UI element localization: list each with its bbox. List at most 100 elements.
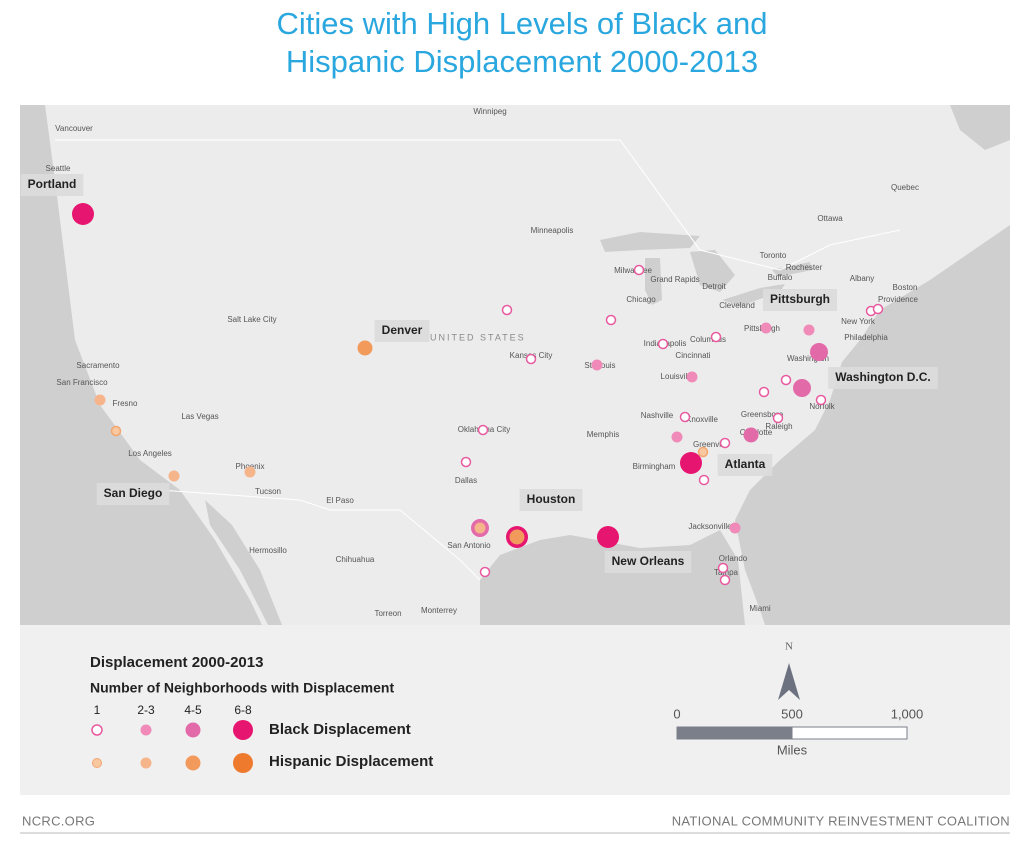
place-label: Las Vegas	[181, 412, 218, 421]
city-marker	[698, 474, 710, 486]
city-marker	[591, 359, 603, 371]
city-label: Houston	[527, 492, 576, 506]
legend-class: 1	[94, 703, 101, 717]
city-marker	[605, 314, 617, 326]
place-label: Raleigh	[765, 422, 792, 431]
label-box	[96, 483, 170, 505]
city-marker	[697, 446, 709, 458]
map: UNITED STATES Winnipeg Vancouver Seattle Ot…	[20, 105, 1010, 625]
place-label: Orlando	[719, 554, 748, 563]
place-label: Rochester	[786, 263, 823, 272]
label-box	[20, 174, 84, 196]
city-marker	[460, 456, 472, 468]
legend-swatch	[233, 753, 253, 773]
place-label: Norfolk	[809, 402, 835, 411]
city-marker	[758, 386, 770, 398]
label-box	[828, 367, 938, 389]
legend-title: Displacement 2000-2013	[90, 654, 263, 671]
city-marker	[772, 412, 784, 424]
city-marker	[780, 374, 792, 386]
city-marker	[710, 331, 722, 343]
city-marker	[633, 264, 645, 276]
legend-swatch	[140, 757, 152, 769]
place-label: Philadelphia	[844, 333, 888, 342]
place-label: Sacramento	[76, 361, 120, 370]
place-label: Jacksonville	[688, 522, 732, 531]
place-label: Hermosillo	[249, 546, 287, 555]
city-marker	[872, 303, 884, 315]
scale-tick: 500	[781, 706, 803, 721]
label-box	[374, 320, 430, 342]
scale-bar	[791, 726, 908, 740]
place-label: Cleveland	[719, 301, 755, 310]
label-box	[604, 551, 692, 573]
legend-swatch	[185, 722, 201, 738]
place-label: Dallas	[455, 476, 477, 485]
title-line: Hispanic Displacement 2000-2013	[286, 44, 758, 79]
place-label: Torreon	[374, 609, 401, 618]
place-label: Cincinnati	[675, 351, 710, 360]
legend-class: 6-8	[234, 703, 252, 717]
city-label: Denver	[382, 323, 423, 337]
city-label: Portland	[28, 177, 77, 191]
label-box	[717, 454, 773, 476]
place-label: San Antonio	[447, 541, 491, 550]
place-label: Nashville	[641, 411, 674, 420]
borders	[55, 139, 901, 581]
north-arrow	[778, 663, 800, 700]
label-box	[519, 489, 583, 511]
city-marker	[525, 353, 537, 365]
title-line: Cities with High Levels of Black and	[276, 6, 767, 41]
city-label: New Orleans	[612, 554, 685, 568]
legend-swatch	[140, 724, 152, 736]
city-marker	[479, 566, 491, 578]
city-marker	[760, 322, 772, 334]
place-label: Fresno	[113, 399, 138, 408]
scale-tick: 0	[673, 706, 680, 721]
legend-swatch	[233, 720, 253, 740]
city-marker	[509, 529, 525, 545]
place-label: Chicago	[626, 295, 656, 304]
legend-panel	[20, 625, 1010, 795]
place-label: Albany	[850, 274, 874, 283]
place-label: Grand Rapids	[650, 275, 699, 284]
legend-class: 4-5	[184, 703, 202, 717]
city-label: San Diego	[104, 486, 163, 500]
place-label: Boston	[893, 283, 918, 292]
place-label: Columbus	[690, 335, 726, 344]
city-label: Washington D.C.	[835, 370, 931, 384]
city-marker	[501, 304, 513, 316]
city-label: Atlanta	[725, 457, 766, 471]
place-label: Greensboro	[741, 410, 784, 419]
city-marker	[72, 203, 94, 225]
city-marker	[597, 526, 619, 548]
place-label: Louisville	[661, 372, 694, 381]
north-label: N	[785, 641, 793, 653]
legend-swatch	[185, 755, 201, 771]
city-marker	[717, 562, 729, 574]
city-marker	[94, 394, 106, 406]
place-label: Los Angeles	[128, 449, 172, 458]
city-marker	[657, 338, 669, 350]
city-marker	[686, 371, 698, 383]
city-marker	[729, 522, 741, 534]
place-label: El Paso	[326, 496, 354, 505]
city-marker	[474, 522, 486, 534]
legend-entry: Hispanic Displacement	[269, 753, 433, 770]
place-label: Salt Lake City	[227, 315, 276, 324]
scale-tick: 1,000	[891, 706, 924, 721]
place-label: Monterrey	[421, 606, 457, 615]
place-label: Tampa	[714, 568, 739, 577]
footer-left: NCRC.ORG	[22, 813, 95, 828]
place-label: Toronto	[760, 251, 787, 260]
city-marker	[815, 394, 827, 406]
place-label: Winnipeg	[473, 107, 506, 116]
city-marker	[810, 343, 828, 361]
city-marker	[244, 466, 256, 478]
place-label: Tucson	[255, 487, 281, 496]
place-label: Providence	[878, 295, 919, 304]
city-marker	[719, 437, 731, 449]
place-label: Washington	[787, 354, 829, 363]
legend-entry: Black Displacement	[269, 721, 411, 738]
